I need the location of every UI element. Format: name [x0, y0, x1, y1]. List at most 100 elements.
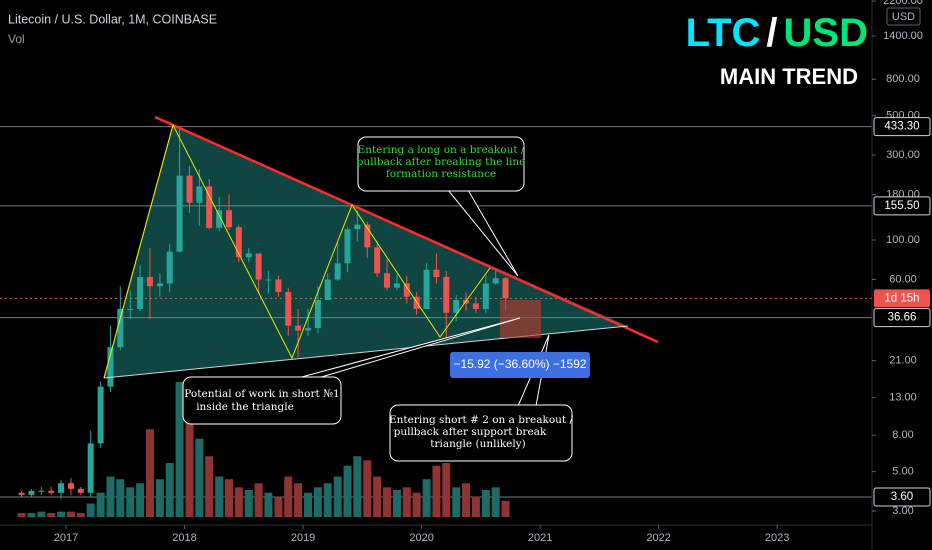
volume-bar: [323, 483, 332, 517]
candle-body: [186, 175, 193, 203]
x-tick-label: 2017: [54, 532, 78, 544]
callout-text: Entering short # 2 on a breakout /: [389, 414, 573, 426]
candle-body: [383, 273, 390, 288]
volume-bar: [392, 490, 401, 517]
volume-bar: [205, 456, 214, 517]
candle-body: [354, 224, 361, 230]
volume-bar: [412, 492, 421, 517]
candle-body: [344, 229, 351, 264]
volume-bar: [145, 429, 154, 517]
level-label-box: [873, 117, 931, 137]
candle-body: [196, 186, 203, 203]
candle-body: [403, 283, 410, 297]
x-tick-label: 2020: [409, 532, 433, 544]
candle-body: [18, 492, 25, 495]
level-label-box: [873, 308, 931, 328]
y-tick-label: 100.00: [886, 234, 920, 246]
brand-separator: /: [766, 11, 777, 55]
y-tick-label: 2200.00: [883, 0, 923, 7]
candles-layer: [18, 126, 509, 500]
candle-body: [443, 276, 450, 313]
candle-body: [146, 276, 153, 287]
candle-body: [216, 210, 223, 228]
y-tick-label: 300.00: [886, 149, 920, 161]
callout-text: Entering a long on a breakout /: [358, 144, 525, 156]
volume-bar: [491, 487, 500, 517]
volume-bar: [284, 476, 293, 517]
volume-bar: [382, 487, 391, 517]
volume-bar: [66, 511, 75, 517]
volume-bar: [353, 456, 362, 517]
volume-bar: [304, 492, 313, 517]
candle-body: [374, 247, 381, 274]
level-label: 433.30: [884, 121, 919, 133]
price-axis-bg: [872, 0, 932, 550]
volume-bar: [442, 463, 451, 517]
volume-bar: [274, 496, 283, 517]
candle-body: [48, 490, 55, 493]
level-label-box: [873, 487, 931, 507]
candle-body: [393, 283, 400, 288]
candle-body: [413, 296, 420, 309]
resistance-line: [154, 115, 659, 344]
volume-bar: [106, 476, 115, 517]
volume-bar: [481, 490, 490, 517]
level-label: 3.60: [891, 491, 913, 503]
x-tick-label: 2019: [291, 532, 315, 544]
volume-bar: [462, 483, 471, 517]
candle-body: [127, 308, 134, 310]
volume-bar: [471, 496, 480, 517]
volume-bar: [116, 479, 125, 517]
volume-bar: [175, 382, 184, 517]
volume-bar: [452, 487, 461, 517]
y-tick-label: 8.00: [892, 429, 913, 441]
callout-box: [357, 136, 525, 192]
candle-body: [255, 253, 262, 280]
y-tick-label: 60.00: [889, 273, 917, 285]
level-label-box: [873, 196, 931, 216]
header: Litecoin / U.S. Dollar, 1M, COINBASE Vol…: [8, 11, 868, 89]
triangle-fill: [104, 125, 628, 378]
subtitle: MAIN TREND: [720, 64, 858, 89]
countdown: 1d 15h: [884, 292, 919, 304]
volume-bar: [254, 483, 263, 517]
indicator: Vol: [8, 32, 25, 46]
candle-body: [423, 269, 430, 309]
candle-body: [324, 279, 331, 301]
candle-body: [275, 279, 282, 293]
volume-bar: [27, 512, 36, 517]
volume-bar: [57, 511, 66, 517]
volume-bar: [264, 492, 273, 517]
candle-body: [433, 269, 440, 277]
candle-body: [265, 279, 272, 281]
volume-bar: [185, 409, 194, 517]
callout-text: triangle (unlikely): [430, 438, 526, 450]
candle-body: [67, 483, 74, 489]
callout-text: Potential of work in short №1: [184, 388, 339, 400]
candle-body: [235, 227, 242, 258]
symbol-title: Litecoin / U.S. Dollar, 1M, COINBASE: [8, 12, 217, 26]
volume-bar: [313, 487, 322, 517]
volume-bar: [126, 487, 135, 517]
callout-text: pullback after breaking the line: [357, 156, 526, 168]
candle-body: [156, 283, 163, 287]
volume-bar: [422, 479, 431, 517]
callout-text: pullback after support break: [394, 426, 547, 438]
y-tick-label: 21.00: [889, 355, 917, 367]
volume-bar: [195, 438, 204, 517]
volume-bar: [363, 460, 372, 517]
candle-body: [176, 175, 183, 252]
candle-body: [137, 276, 144, 309]
measure-label: −15.92 (−36.60%) −1592: [453, 357, 586, 371]
volume-bar: [155, 479, 164, 517]
callout-text: formation resistance: [386, 168, 496, 180]
measure-box: [450, 352, 590, 378]
volume-bar: [432, 465, 441, 517]
y-tick-label: 5.00: [892, 466, 913, 478]
candle-body: [245, 253, 252, 258]
volume-bar: [76, 512, 85, 517]
volume-bar: [215, 476, 224, 517]
candle-body: [206, 186, 213, 228]
candle-body: [305, 328, 312, 331]
